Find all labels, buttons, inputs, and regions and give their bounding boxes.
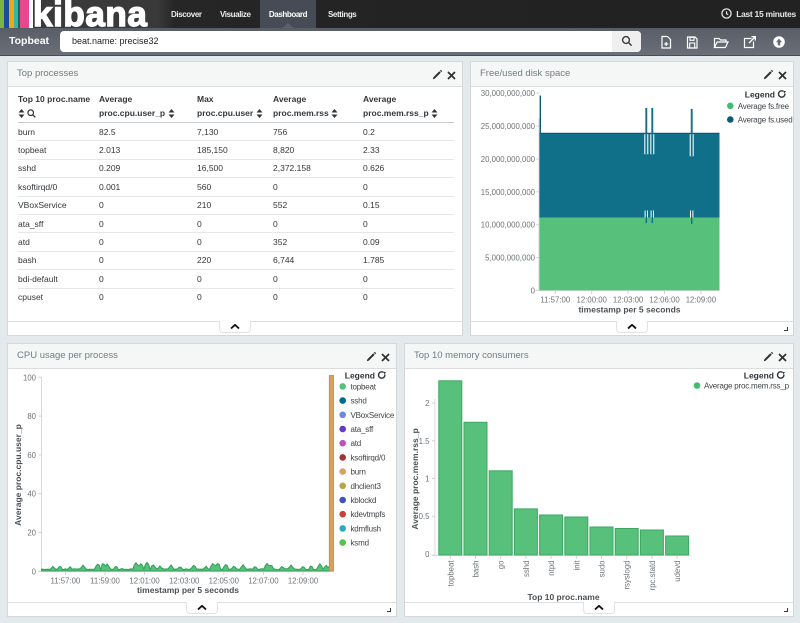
svg-text:11:57:00: 11:57:00: [540, 296, 570, 305]
svg-text:12:06:00: 12:06:00: [649, 296, 680, 305]
svg-text:40: 40: [27, 490, 36, 499]
svg-text:ksoftirqd/0: ksoftirqd/0: [351, 453, 386, 462]
svg-text:12:05:00: 12:05:00: [209, 577, 240, 586]
svg-text:Top 10 proc.name: Top 10 proc.name: [527, 592, 599, 602]
svg-text:20,000,000,000: 20,000,000,000: [481, 155, 536, 164]
svg-text:Average proc.mem.rss_p: Average proc.mem.rss_p: [704, 382, 790, 391]
svg-text:rpc.statd: rpc.statd: [648, 561, 657, 591]
svg-text:rsyslogd: rsyslogd: [623, 561, 632, 590]
svg-text:15,000,000,000: 15,000,000,000: [481, 188, 536, 197]
svg-text:12:03:00: 12:03:00: [169, 577, 200, 586]
svg-text:100: 100: [23, 373, 37, 382]
svg-text:30,000,000,000: 30,000,000,000: [481, 89, 536, 98]
svg-text:sshd: sshd: [522, 561, 531, 577]
svg-text:Average fs.used: Average fs.used: [738, 116, 793, 125]
svg-text:11:59:00: 11:59:00: [90, 577, 120, 586]
svg-text:VBoxService: VBoxService: [351, 411, 395, 420]
svg-text:Average proc.mem.rss_p: Average proc.mem.rss_p: [410, 428, 420, 529]
svg-text:0: 0: [32, 567, 37, 576]
svg-text:10,000,000,000: 10,000,000,000: [481, 221, 536, 230]
svg-text:11:57:00: 11:57:00: [51, 577, 81, 586]
svg-text:1: 1: [425, 475, 429, 484]
svg-text:topbeat: topbeat: [351, 382, 377, 391]
svg-text:sudo: sudo: [598, 560, 607, 578]
svg-text:kblockd: kblockd: [351, 496, 377, 505]
svg-text:atd: atd: [351, 439, 362, 448]
svg-text:topbeat: topbeat: [446, 560, 455, 587]
svg-text:init: init: [572, 560, 581, 571]
svg-text:12:01:00: 12:01:00: [129, 577, 160, 586]
svg-text:kdevtmpfs: kdevtmpfs: [351, 510, 386, 519]
svg-text:Average fs.free: Average fs.free: [738, 102, 790, 111]
svg-text:kdmflush: kdmflush: [351, 524, 381, 533]
svg-text:0: 0: [425, 550, 430, 559]
svg-text:80: 80: [27, 412, 36, 421]
svg-text:udevd: udevd: [673, 561, 682, 582]
svg-text:sshd: sshd: [351, 397, 367, 406]
svg-text:20: 20: [27, 529, 36, 538]
svg-text:burn: burn: [351, 468, 366, 477]
svg-text:Legend: Legend: [745, 90, 775, 100]
svg-text:60: 60: [27, 451, 36, 460]
svg-text:bash: bash: [472, 561, 481, 578]
svg-text:25,000,000,000: 25,000,000,000: [481, 122, 536, 131]
svg-text:ata_sff: ata_sff: [351, 425, 374, 434]
svg-text:12:03:00: 12:03:00: [613, 296, 644, 305]
svg-text:ntpd: ntpd: [547, 561, 556, 576]
svg-text:0.5: 0.5: [419, 512, 431, 521]
svg-text:12:09:00: 12:09:00: [288, 577, 319, 586]
svg-text:Legend: Legend: [345, 371, 375, 381]
svg-text:5,000,000,000: 5,000,000,000: [485, 254, 536, 263]
svg-text:12:09:00: 12:09:00: [686, 296, 717, 305]
svg-text:12:07:00: 12:07:00: [248, 577, 279, 586]
svg-text:0: 0: [531, 286, 536, 295]
svg-text:1.5: 1.5: [419, 437, 431, 446]
svg-text:timestamp per 5 seconds: timestamp per 5 seconds: [578, 305, 680, 315]
svg-text:timestamp per 5 seconds: timestamp per 5 seconds: [137, 585, 239, 595]
svg-text:2: 2: [425, 399, 429, 408]
svg-text:go: go: [497, 560, 506, 569]
svg-text:Average proc.cpu.user_p: Average proc.cpu.user_p: [13, 424, 23, 526]
svg-text:dhclient3: dhclient3: [351, 482, 382, 491]
svg-text:ksmd: ksmd: [351, 539, 369, 548]
svg-text:Legend: Legend: [744, 371, 774, 381]
svg-text:12:00:00: 12:00:00: [577, 296, 608, 305]
